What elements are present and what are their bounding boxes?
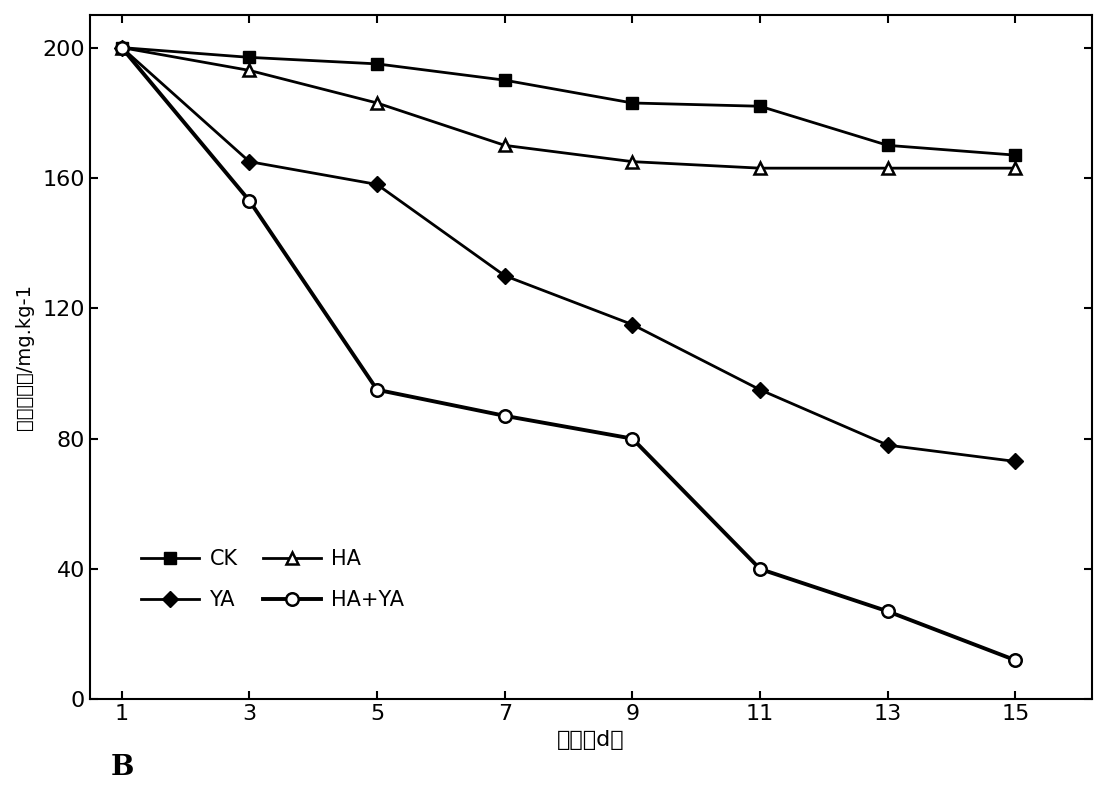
HA — [625, 157, 639, 167]
HA+YA — [115, 43, 128, 52]
Line: HA: HA — [115, 41, 1022, 175]
YA — [625, 320, 639, 329]
CK — [242, 52, 256, 62]
CK — [754, 101, 767, 111]
HA+YA — [754, 564, 767, 574]
CK — [498, 76, 511, 85]
HA — [754, 163, 767, 173]
CK — [371, 59, 384, 68]
HA — [371, 98, 384, 108]
Legend: CK, YA, HA, HA+YA: CK, YA, HA, HA+YA — [131, 539, 415, 621]
YA — [754, 385, 767, 394]
HA+YA — [1008, 655, 1022, 665]
YA — [371, 180, 384, 189]
HA+YA — [881, 606, 894, 616]
YA — [1008, 456, 1022, 466]
CK — [115, 43, 128, 52]
HA+YA — [625, 434, 639, 444]
CK — [625, 98, 639, 108]
Line: YA: YA — [116, 42, 1021, 467]
YA — [881, 440, 894, 450]
Line: CK: CK — [115, 41, 1022, 161]
Text: B: B — [111, 753, 134, 781]
HA — [498, 141, 511, 151]
YA — [498, 270, 511, 280]
CK — [1008, 151, 1022, 160]
YA — [242, 157, 256, 167]
HA — [242, 65, 256, 75]
HA — [1008, 163, 1022, 173]
HA+YA — [371, 385, 384, 394]
HA+YA — [242, 196, 256, 205]
Y-axis label: 污染物浓度/mg.kg-1: 污染物浓度/mg.kg-1 — [15, 284, 34, 430]
HA — [881, 163, 894, 173]
YA — [115, 43, 128, 52]
Line: HA+YA: HA+YA — [115, 41, 1022, 667]
HA+YA — [498, 411, 511, 421]
X-axis label: 时间（d）: 时间（d） — [557, 730, 624, 749]
HA — [115, 43, 128, 52]
CK — [881, 141, 894, 151]
